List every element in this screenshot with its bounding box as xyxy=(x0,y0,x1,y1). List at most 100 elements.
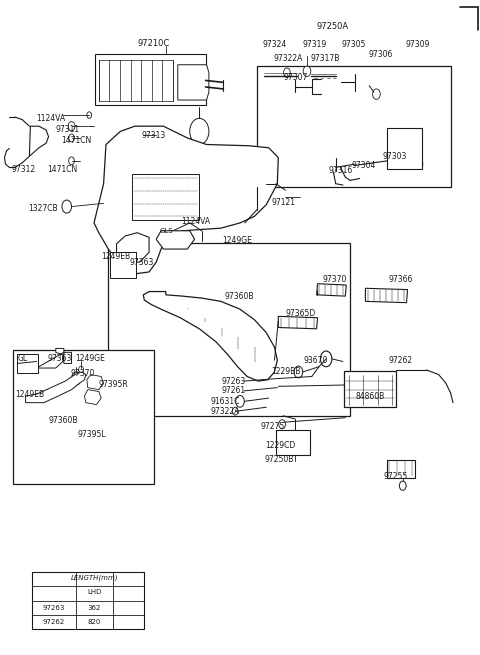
Circle shape xyxy=(392,139,407,160)
Text: 1471CN: 1471CN xyxy=(48,165,78,174)
Text: 1471CN: 1471CN xyxy=(61,136,91,145)
Text: LHD: LHD xyxy=(87,589,101,595)
Text: 97363: 97363 xyxy=(130,257,154,267)
Text: 97313: 97313 xyxy=(142,132,166,140)
Circle shape xyxy=(416,160,423,169)
Bar xyxy=(32,572,144,629)
Circle shape xyxy=(62,200,72,213)
Text: 1124VA: 1124VA xyxy=(36,114,66,123)
Text: 97317B: 97317B xyxy=(311,54,340,63)
Text: 97250B: 97250B xyxy=(265,455,294,464)
Circle shape xyxy=(303,66,311,77)
Text: 97360B: 97360B xyxy=(225,291,254,301)
Circle shape xyxy=(279,420,286,429)
Text: GL: GL xyxy=(17,354,27,363)
Text: 97306: 97306 xyxy=(368,50,393,59)
Text: 97303: 97303 xyxy=(383,152,407,160)
Circle shape xyxy=(294,366,303,378)
Text: 97261: 97261 xyxy=(222,386,246,396)
Polygon shape xyxy=(84,390,101,405)
Bar xyxy=(110,252,136,278)
Text: 97395R: 97395R xyxy=(99,380,129,389)
Circle shape xyxy=(284,68,290,77)
Polygon shape xyxy=(178,65,209,100)
Text: 97363: 97363 xyxy=(48,354,72,363)
Text: 91631C: 91631C xyxy=(210,397,240,406)
Polygon shape xyxy=(278,316,318,329)
Text: 362: 362 xyxy=(87,605,101,611)
Circle shape xyxy=(79,366,84,373)
Circle shape xyxy=(179,64,205,101)
Text: 97262: 97262 xyxy=(43,619,65,626)
Bar xyxy=(17,354,37,373)
Bar xyxy=(257,66,451,187)
Text: 97263: 97263 xyxy=(43,605,65,611)
Text: 1249GE: 1249GE xyxy=(75,354,105,363)
Circle shape xyxy=(236,396,244,407)
Polygon shape xyxy=(96,54,205,105)
Text: 97322A: 97322A xyxy=(210,407,240,416)
Text: 1249GE: 1249GE xyxy=(222,236,252,245)
Text: 97319: 97319 xyxy=(302,40,326,49)
Circle shape xyxy=(399,481,406,490)
Circle shape xyxy=(69,157,74,165)
Circle shape xyxy=(87,112,92,119)
Polygon shape xyxy=(29,126,48,157)
Circle shape xyxy=(372,89,380,100)
Polygon shape xyxy=(365,288,408,303)
Polygon shape xyxy=(117,233,149,262)
Text: 97309: 97309 xyxy=(405,40,430,49)
Text: 1249EB: 1249EB xyxy=(15,390,44,399)
Text: 97210C: 97210C xyxy=(137,39,169,48)
Text: 97370: 97370 xyxy=(323,274,347,284)
Text: 820: 820 xyxy=(87,619,101,626)
Text: 97360B: 97360B xyxy=(48,416,78,425)
Text: 97395L: 97395L xyxy=(77,430,106,440)
Bar xyxy=(132,174,199,219)
Text: 97262: 97262 xyxy=(388,356,412,365)
Circle shape xyxy=(68,122,75,131)
Text: 97121: 97121 xyxy=(271,198,295,206)
Circle shape xyxy=(132,127,143,143)
Text: 1249EB: 1249EB xyxy=(101,252,131,261)
Text: LENGTH(mm): LENGTH(mm) xyxy=(71,574,118,581)
Polygon shape xyxy=(25,372,86,403)
Circle shape xyxy=(190,119,209,145)
Text: 1229CD: 1229CD xyxy=(265,441,295,449)
Text: 97275: 97275 xyxy=(260,422,284,432)
Polygon shape xyxy=(156,231,194,249)
Bar xyxy=(12,350,154,484)
Text: 97366: 97366 xyxy=(388,274,413,284)
Text: 93670: 93670 xyxy=(303,356,327,365)
Circle shape xyxy=(72,372,81,385)
Bar xyxy=(344,371,396,407)
Text: 97370: 97370 xyxy=(70,369,95,378)
Text: GLS: GLS xyxy=(159,229,173,234)
Circle shape xyxy=(69,134,74,142)
Polygon shape xyxy=(87,375,104,390)
Circle shape xyxy=(321,351,332,367)
Text: 97250A: 97250A xyxy=(317,22,348,31)
Text: 97365D: 97365D xyxy=(286,309,316,318)
Text: 1229BB: 1229BB xyxy=(272,367,301,377)
Bar xyxy=(108,242,350,416)
Text: 1124VA: 1124VA xyxy=(181,217,211,226)
Text: 97324: 97324 xyxy=(263,40,287,49)
Polygon shape xyxy=(36,348,72,368)
Bar xyxy=(276,430,311,455)
Text: 97263: 97263 xyxy=(222,377,246,386)
Text: 97255: 97255 xyxy=(384,472,408,481)
Bar xyxy=(387,128,422,169)
Polygon shape xyxy=(144,291,277,381)
Text: 97305: 97305 xyxy=(341,40,366,49)
Text: 97304: 97304 xyxy=(352,161,376,170)
Text: 97316: 97316 xyxy=(328,166,353,175)
Polygon shape xyxy=(94,126,278,274)
Polygon shape xyxy=(317,284,346,296)
Text: 1327CB: 1327CB xyxy=(28,204,58,213)
Circle shape xyxy=(404,141,416,157)
Text: 97307: 97307 xyxy=(283,73,308,83)
Text: 97322A: 97322A xyxy=(274,54,303,63)
Text: 97311: 97311 xyxy=(56,125,80,134)
Text: 97312: 97312 xyxy=(11,165,36,174)
